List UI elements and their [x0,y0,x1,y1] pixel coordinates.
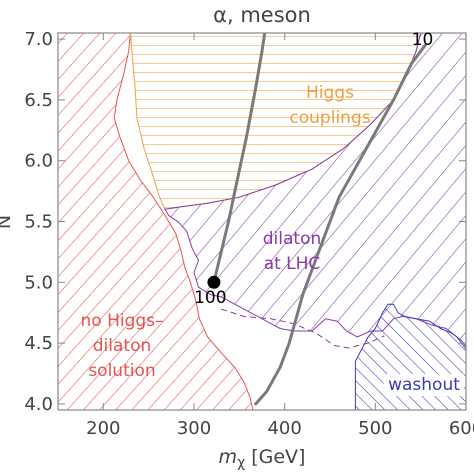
y-axis-title: N [0,215,15,229]
contour-label-100: 100 [194,288,226,308]
region-label-no-higgs-dilaton-solution: no Higgs– dilaton solution [80,311,163,381]
x-axis-title-unit: [GeV] [245,446,305,468]
washout-label-bg [384,374,464,396]
dashed-boundaries [221,308,385,349]
region-label-washout: washout [388,375,460,395]
contour-label-10: 10 [412,30,434,50]
x-tick-label: 300 [177,418,211,439]
dashed-boundary [221,308,385,349]
chart-title: α, meson [213,3,311,27]
x-tick-label: 600 [449,418,474,439]
y-tick-label: 7.0 [24,29,53,50]
y-tick-label: 6.0 [24,151,53,172]
benchmark-point [207,275,221,289]
region-label-dilaton-at-lhc: dilaton at LHC [263,229,322,274]
contours [212,33,427,406]
y-tick-label: 6.5 [24,90,53,111]
contour-10 [254,43,427,406]
x-axis: 200 300 400 500 600 [86,33,474,439]
contour-100 [212,33,267,284]
x-tick-label: 200 [86,418,120,439]
y-tick-label: 4.0 [24,394,53,415]
y-tick-label: 5.0 [24,272,53,293]
y-tick-label: 5.5 [24,212,53,233]
regions [58,33,466,410]
y-axis: 4.0 4.5 5.0 5.5 6.0 6.5 7.0 [24,29,466,415]
x-axis-title-sub: χ [237,455,245,471]
x-tick-label: 400 [267,418,301,439]
x-axis-title: mχ [GeV] [219,446,306,471]
x-axis-title-main: m [219,446,238,468]
region-labels: no Higgs– dilaton solution Higgs couplings di… [80,83,464,396]
region-no-higgs-dilaton-solution [58,33,254,410]
region-label-higgs-couplings: Higgs couplings [289,83,370,128]
x-tick-label: 500 [358,418,392,439]
y-tick-label: 4.5 [24,333,53,354]
